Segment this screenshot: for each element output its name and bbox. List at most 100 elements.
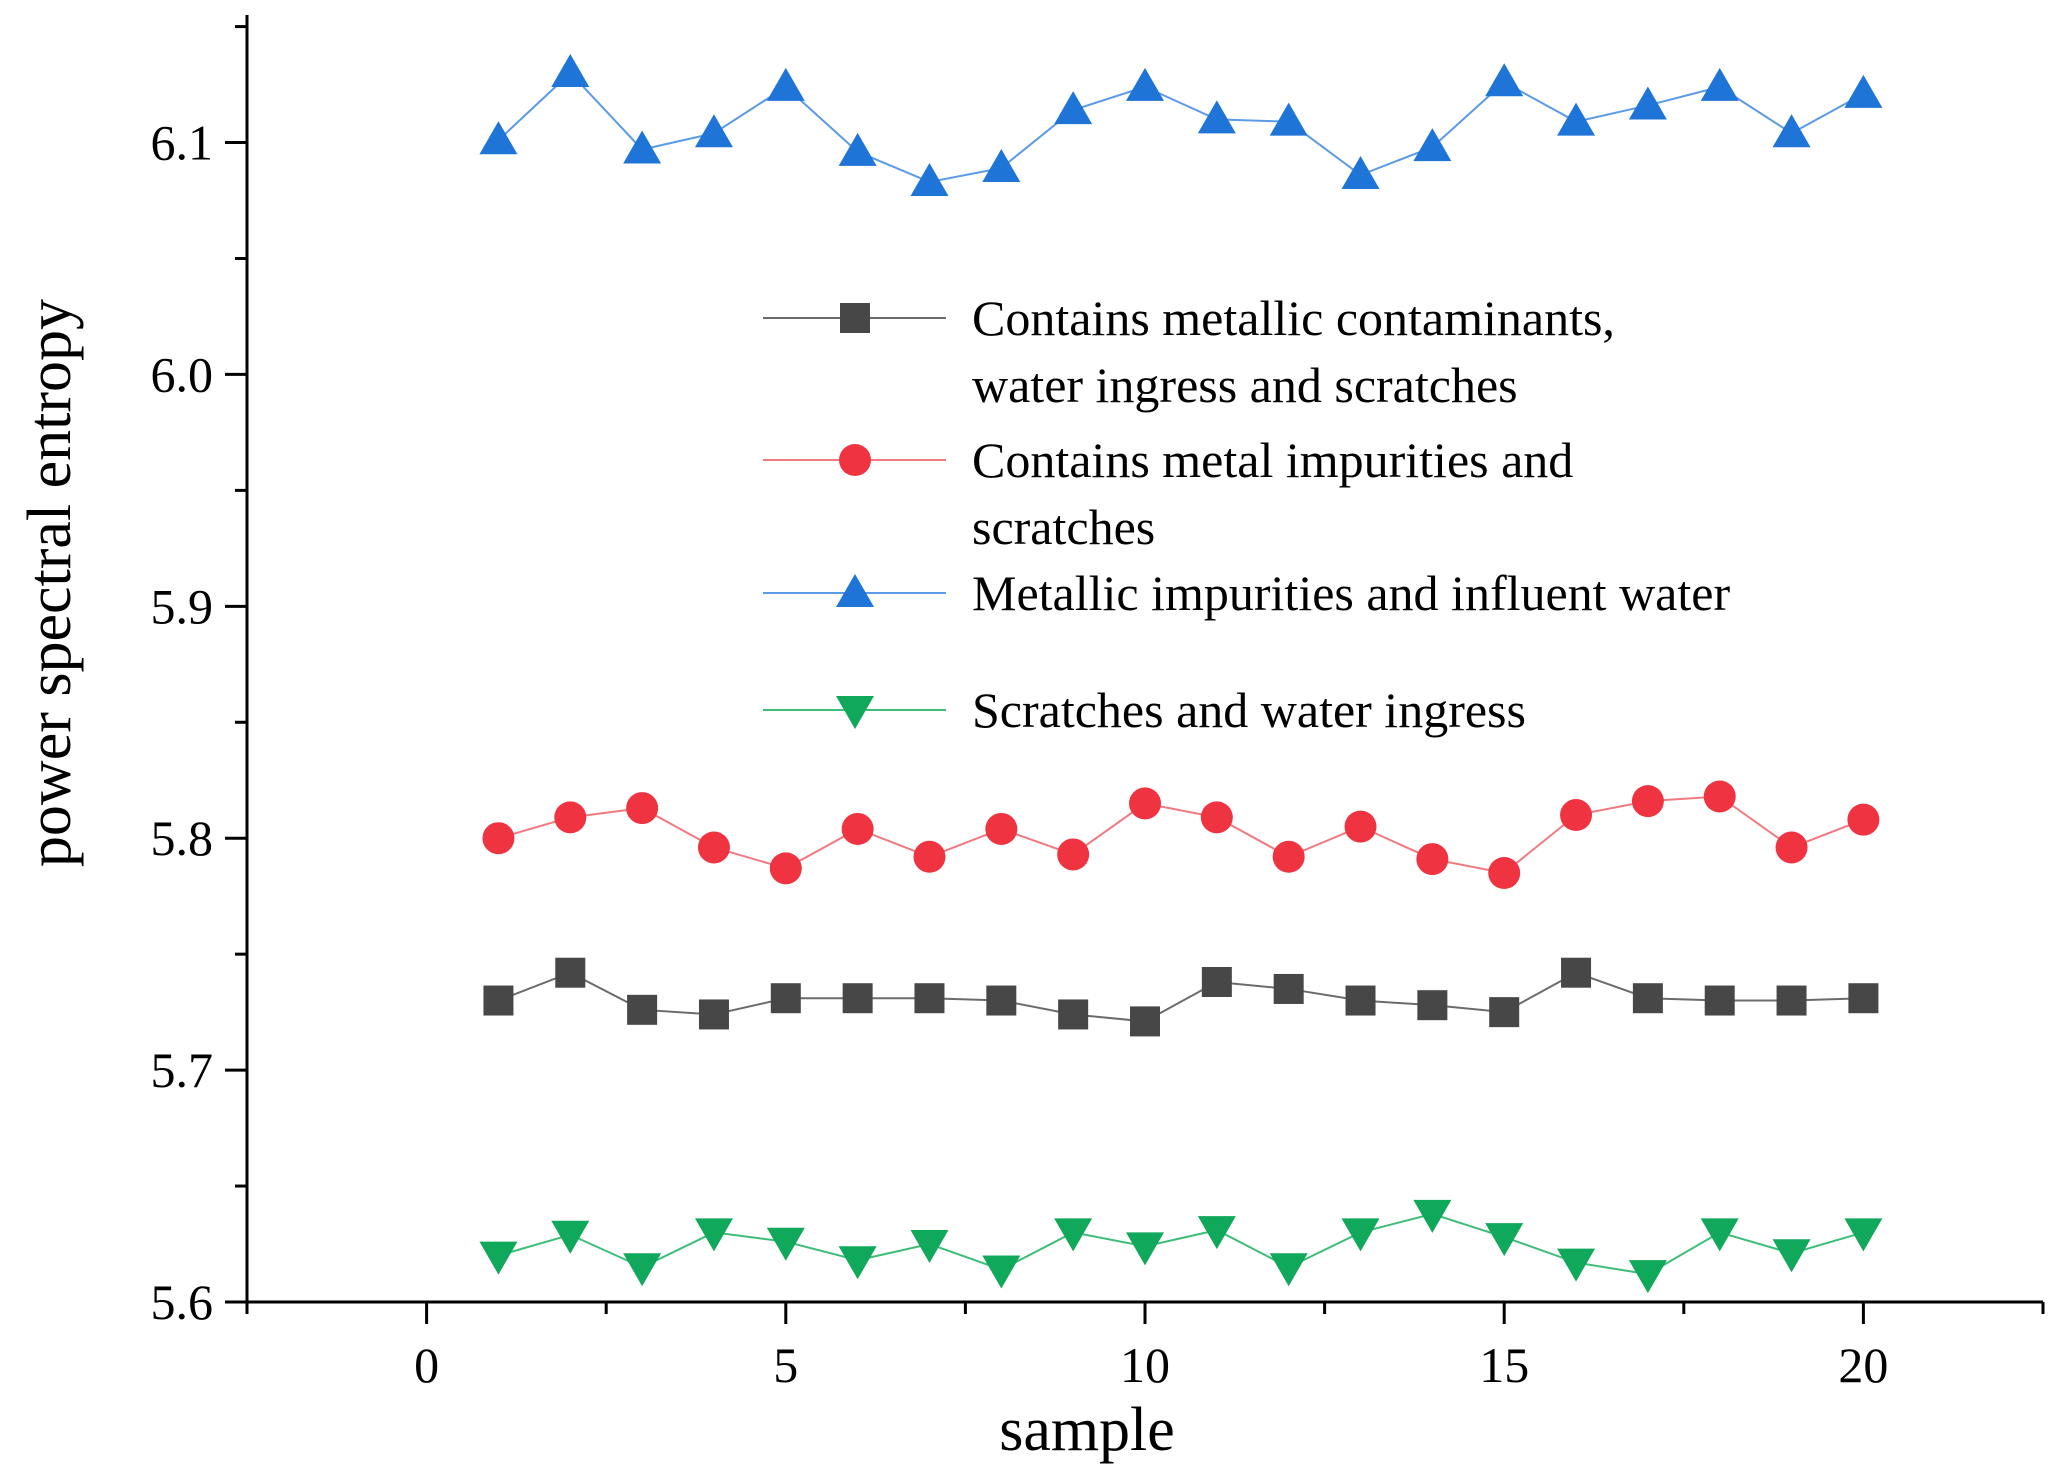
legend-marker bbox=[836, 574, 874, 607]
data-point bbox=[769, 852, 802, 885]
data-point bbox=[1700, 1218, 1739, 1252]
y-tick-label: 5.9 bbox=[151, 578, 214, 634]
legend-marker bbox=[839, 444, 871, 476]
data-point bbox=[479, 121, 518, 155]
x-tick-label: 20 bbox=[1838, 1337, 1888, 1393]
data-point bbox=[1341, 156, 1380, 190]
data-point bbox=[1197, 100, 1236, 134]
data-point bbox=[1776, 985, 1807, 1016]
data-point bbox=[627, 994, 658, 1025]
data-point bbox=[697, 831, 730, 864]
data-point bbox=[1413, 128, 1452, 162]
data-point bbox=[841, 812, 874, 845]
legend-item: Scratches and water ingress bbox=[763, 682, 1526, 738]
legend-item: Metallic impurities and influent water bbox=[763, 565, 1730, 621]
axes: 5.6 5.7 5.8 5.9 6.0 6.1 0 5 10 15 20 bbox=[151, 15, 2045, 1393]
plot-area bbox=[479, 53, 1883, 1294]
data-point bbox=[986, 985, 1017, 1016]
data-point bbox=[1561, 957, 1592, 988]
legend-marker bbox=[840, 303, 870, 333]
data-point bbox=[1772, 1239, 1811, 1273]
data-point bbox=[1130, 1006, 1160, 1037]
data-point bbox=[1557, 1248, 1596, 1282]
data-point bbox=[1273, 973, 1304, 1004]
data-point bbox=[1344, 810, 1377, 843]
data-point bbox=[1201, 966, 1232, 997]
data-point bbox=[694, 114, 733, 148]
data-point bbox=[1557, 102, 1596, 136]
data-point bbox=[982, 149, 1021, 183]
data-point bbox=[1848, 983, 1879, 1014]
data-point bbox=[1628, 86, 1667, 120]
data-point bbox=[482, 822, 515, 855]
data-point bbox=[1703, 780, 1736, 813]
data-point bbox=[1488, 857, 1521, 889]
data-point bbox=[770, 983, 801, 1014]
legend: Contains metallic contaminants, water ing… bbox=[763, 290, 1730, 738]
legend-label: Contains metallic contaminants, bbox=[972, 290, 1615, 346]
data-point bbox=[1847, 803, 1880, 836]
data-point bbox=[1054, 91, 1093, 125]
y-axis-title: power spectral entropy bbox=[16, 299, 84, 867]
data-point bbox=[982, 1255, 1021, 1289]
data-point bbox=[1269, 1253, 1308, 1287]
data-point bbox=[1272, 840, 1305, 873]
data-point bbox=[623, 1253, 662, 1287]
legend-item: Contains metallic contaminants, water ing… bbox=[763, 290, 1615, 413]
data-point bbox=[1413, 1199, 1452, 1233]
data-point bbox=[1631, 785, 1664, 818]
legend-label: scratches bbox=[972, 499, 1155, 555]
data-point bbox=[1560, 799, 1593, 832]
legend-label: water ingress and scratches bbox=[972, 357, 1518, 413]
data-point bbox=[1345, 985, 1376, 1016]
data-point bbox=[1632, 983, 1663, 1014]
data-point bbox=[626, 792, 659, 825]
data-point bbox=[838, 132, 877, 166]
data-point bbox=[1772, 114, 1811, 148]
data-point bbox=[1341, 1218, 1380, 1252]
data-point bbox=[1269, 102, 1308, 136]
y-tick-label: 5.8 bbox=[151, 810, 214, 866]
data-point bbox=[1485, 1223, 1524, 1257]
data-point bbox=[1126, 1232, 1164, 1266]
x-tick-label: 15 bbox=[1479, 1337, 1529, 1393]
data-point bbox=[985, 812, 1018, 845]
data-point bbox=[1775, 831, 1808, 864]
data-point bbox=[698, 999, 729, 1030]
data-point bbox=[766, 1227, 805, 1261]
series-2 bbox=[482, 780, 1880, 889]
data-point bbox=[910, 162, 949, 196]
y-tick-label: 6.1 bbox=[151, 115, 214, 171]
series-1 bbox=[483, 957, 1879, 1037]
data-point bbox=[1700, 67, 1739, 101]
data-point bbox=[838, 1246, 877, 1280]
data-point bbox=[766, 67, 805, 101]
y-tick-label: 6.0 bbox=[151, 346, 214, 402]
data-point bbox=[1489, 997, 1520, 1028]
x-tick-label: 5 bbox=[773, 1337, 798, 1393]
data-point bbox=[842, 983, 873, 1014]
data-point bbox=[1126, 67, 1164, 101]
x-axis-title: sample bbox=[999, 1396, 1175, 1464]
y-tick-label: 5.7 bbox=[151, 1042, 214, 1098]
legend-marker bbox=[836, 696, 874, 729]
x-tick-label: 10 bbox=[1120, 1337, 1170, 1393]
data-point bbox=[623, 130, 662, 164]
y-tick-label: 5.6 bbox=[151, 1274, 214, 1330]
data-point bbox=[1197, 1216, 1236, 1250]
data-point bbox=[1416, 843, 1449, 876]
legend-label: Contains metal impurities and bbox=[972, 432, 1573, 488]
legend-label: Metallic impurities and influent water bbox=[972, 565, 1730, 621]
data-point bbox=[551, 1220, 590, 1254]
x-tick-label: 0 bbox=[414, 1337, 439, 1393]
data-point bbox=[1844, 74, 1883, 108]
data-point bbox=[1200, 801, 1233, 834]
data-point bbox=[910, 1230, 949, 1264]
series-line bbox=[497, 71, 1864, 184]
data-point bbox=[551, 53, 590, 87]
data-point bbox=[554, 801, 587, 834]
data-point bbox=[555, 957, 586, 988]
data-point bbox=[914, 983, 945, 1014]
data-point bbox=[1129, 787, 1161, 820]
